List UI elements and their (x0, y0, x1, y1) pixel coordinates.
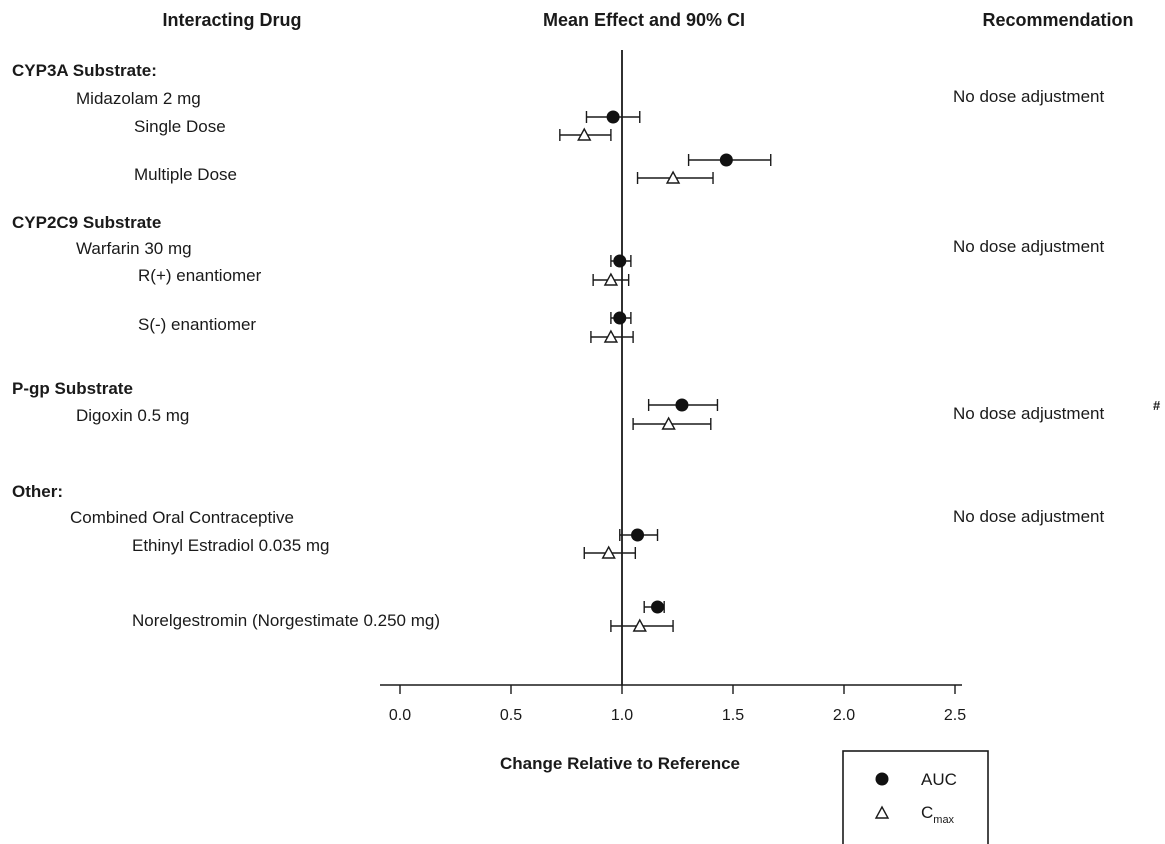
recommendation-oral-contraceptive: No dose adjustment (953, 507, 1104, 526)
recommendation-digoxin: No dose adjustment (953, 404, 1104, 423)
legend-cmax-main: C (921, 803, 933, 822)
group-label-other: Other: (12, 482, 63, 501)
legend-auc-label: AUC (921, 770, 957, 789)
recommendation-warfarin: No dose adjustment (953, 237, 1104, 256)
drug-label-warfarin: Warfarin 30 mg (76, 239, 192, 258)
row-labels: CYP3A Substrate: Midazolam 2 mg Single D… (12, 61, 440, 630)
group-label-cyp2c9: CYP2C9 Substrate (12, 213, 161, 232)
row-label-norelgestromin: Norelgestromin (Norgestimate 0.250 mg) (132, 611, 440, 630)
x-axis: 0.0 0.5 1.0 1.5 2.0 2.5 (380, 684, 966, 724)
cmax-point-row-12 (601, 545, 616, 559)
legend-box (842, 750, 989, 844)
cmax-point-row-13 (632, 618, 647, 632)
x-tick-label: 0.0 (389, 707, 411, 724)
group-label-pgp: P-gp Substrate (12, 379, 133, 398)
row-label-ethinyl-estradiol: Ethinyl Estradiol 0.035 mg (132, 536, 330, 555)
legend-cmax-label: Cmax (921, 803, 955, 826)
x-tick-label: 2.5 (944, 707, 966, 724)
row-label-r-enantiomer: R(+) enantiomer (138, 266, 262, 285)
drug-label-midazolam: Midazolam 2 mg (76, 89, 201, 108)
drug-label-oral-contraceptive: Combined Oral Contraceptive (70, 508, 294, 527)
cmax-point-row-7 (603, 329, 619, 343)
cmax-point-row-3 (665, 170, 681, 184)
row-label-multiple-dose: Multiple Dose (134, 165, 237, 184)
x-tick-label: 2.0 (833, 707, 855, 724)
x-tick-label: 1.0 (611, 707, 633, 724)
auc-point-row-7 (613, 311, 627, 325)
recommendations: No dose adjustment No dose adjustment No… (953, 87, 1161, 526)
auc-point-row-3 (719, 153, 733, 167)
legend: AUC Cmax (842, 750, 989, 844)
x-tick-label: 1.5 (722, 707, 744, 724)
cmax-point-row-2 (577, 127, 592, 141)
legend-auc-marker (875, 772, 889, 786)
header-recommendation: Recommendation (982, 10, 1133, 30)
cmax-point-row-6 (603, 272, 619, 286)
auc-point-row-12 (631, 528, 645, 542)
x-axis-label: Change Relative to Reference (500, 754, 740, 773)
recommendation-digoxin-footnote-mark: # (1153, 398, 1161, 413)
x-tick-label: 0.5 (500, 707, 522, 724)
header-mean-effect: Mean Effect and 90% CI (543, 10, 745, 30)
group-label-cyp3a: CYP3A Substrate: (12, 61, 157, 80)
auc-point-row-13 (651, 600, 665, 614)
recommendation-midazolam: No dose adjustment (953, 87, 1104, 106)
legend-cmax-marker (874, 805, 890, 819)
auc-point-row-9 (675, 398, 689, 412)
header-interacting-drug: Interacting Drug (162, 10, 301, 30)
legend-cmax-subscript: max (933, 814, 954, 826)
data-marks (559, 110, 772, 632)
drug-label-digoxin: Digoxin 0.5 mg (76, 406, 189, 425)
auc-point-row-2 (606, 110, 620, 124)
cmax-point-row-9 (661, 416, 676, 430)
auc-point-row-6 (613, 254, 627, 268)
row-label-s-enantiomer: S(-) enantiomer (138, 315, 256, 334)
row-label-single-dose: Single Dose (134, 117, 226, 136)
